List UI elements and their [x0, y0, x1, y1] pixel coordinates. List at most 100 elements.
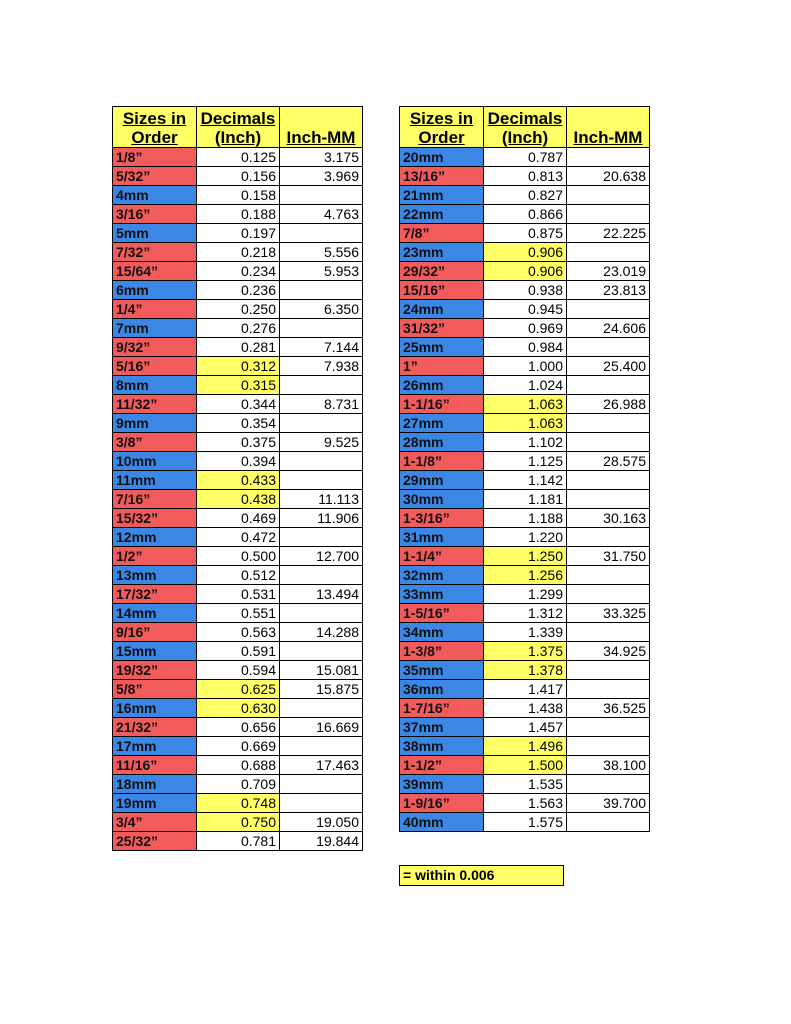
row: 15/32” 0.469 11.906 — [112, 508, 363, 528]
mm-cell: 5.556 — [279, 242, 363, 262]
mm-cell: 20.638 — [566, 166, 650, 186]
decimal-cell: 1.063 — [483, 413, 567, 433]
row: 1-7/16” 1.438 36.525 — [399, 698, 650, 718]
size-cell: 20mm — [399, 147, 484, 167]
decimal-cell: 0.984 — [483, 337, 567, 357]
mm-cell — [279, 185, 363, 205]
size-cell: 1/8” — [112, 147, 197, 167]
decimal-cell: 0.551 — [196, 603, 280, 623]
size-cell: 1-7/16” — [399, 698, 484, 718]
mm-cell: 31.750 — [566, 546, 650, 566]
decimal-cell: 1.563 — [483, 793, 567, 813]
size-cell: 3/8” — [112, 432, 197, 452]
size-cell: 39mm — [399, 774, 484, 794]
size-cell: 11/16” — [112, 755, 197, 775]
mm-cell — [566, 679, 650, 699]
size-cell: 29mm — [399, 470, 484, 490]
row: 1-1/4” 1.250 31.750 — [399, 546, 650, 566]
size-cell: 13mm — [112, 565, 197, 585]
mm-cell — [279, 641, 363, 661]
row: 23mm 0.906 — [399, 242, 650, 262]
size-cell: 28mm — [399, 432, 484, 452]
row: 38mm 1.496 — [399, 736, 650, 756]
row: 6mm 0.236 — [112, 280, 363, 300]
mm-cell: 5.953 — [279, 261, 363, 281]
size-cell: 1-1/4” — [399, 546, 484, 566]
row: 7mm 0.276 — [112, 318, 363, 338]
mm-cell — [566, 432, 650, 452]
mm-cell — [566, 185, 650, 205]
row: 7/8” 0.875 22.225 — [399, 223, 650, 243]
row: 29/32” 0.906 23.019 — [399, 261, 650, 281]
decimal-cell: 0.945 — [483, 299, 567, 319]
decimal-cell: 1.438 — [483, 698, 567, 718]
decimal-cell: 0.969 — [483, 318, 567, 338]
decimal-cell: 1.339 — [483, 622, 567, 642]
mm-cell: 3.175 — [279, 147, 363, 167]
mm-cell — [279, 527, 363, 547]
row: 40mm 1.575 — [399, 812, 650, 832]
row: 19/32” 0.594 15.081 — [112, 660, 363, 680]
size-cell: 9/16” — [112, 622, 197, 642]
row: 27mm 1.063 — [399, 413, 650, 433]
row: 3/8” 0.375 9.525 — [112, 432, 363, 452]
size-cell: 9/32” — [112, 337, 197, 357]
mm-cell — [566, 242, 650, 262]
size-cell: 15mm — [112, 641, 197, 661]
size-cell: 23mm — [399, 242, 484, 262]
header-cell: Sizes in Order — [112, 106, 197, 148]
row: 34mm 1.339 — [399, 622, 650, 642]
mm-cell: 24.606 — [566, 318, 650, 338]
decimal-cell: 0.125 — [196, 147, 280, 167]
row: 37mm 1.457 — [399, 717, 650, 737]
mm-cell: 13.494 — [279, 584, 363, 604]
size-table: Sizes in Order Decimals (Inch) Inch-MM 1/8”… — [112, 106, 363, 851]
decimal-cell: 0.469 — [196, 508, 280, 528]
decimal-cell: 0.433 — [196, 470, 280, 490]
decimal-cell: 1.000 — [483, 356, 567, 376]
row: 14mm 0.551 — [112, 603, 363, 623]
decimal-cell: 1.063 — [483, 394, 567, 414]
decimal-cell: 1.417 — [483, 679, 567, 699]
mm-cell: 15.875 — [279, 679, 363, 699]
row: 1-1/8” 1.125 28.575 — [399, 451, 650, 471]
decimal-cell: 1.535 — [483, 774, 567, 794]
decimal-cell: 0.750 — [196, 812, 280, 832]
decimal-cell: 0.394 — [196, 451, 280, 471]
decimal-cell: 0.315 — [196, 375, 280, 395]
size-cell: 22mm — [399, 204, 484, 224]
size-cell: 24mm — [399, 299, 484, 319]
mm-cell — [566, 413, 650, 433]
mm-cell — [566, 470, 650, 490]
decimal-cell: 0.472 — [196, 527, 280, 547]
decimal-cell: 1.299 — [483, 584, 567, 604]
row: 17/32” 0.531 13.494 — [112, 584, 363, 604]
decimal-cell: 0.630 — [196, 698, 280, 718]
mm-cell: 23.019 — [566, 261, 650, 281]
decimal-cell: 0.781 — [196, 831, 280, 851]
header-cell: Inch-MM — [566, 106, 650, 148]
size-cell: 1-9/16” — [399, 793, 484, 813]
mm-cell: 3.969 — [279, 166, 363, 186]
decimal-cell: 1.378 — [483, 660, 567, 680]
mm-cell — [566, 489, 650, 509]
size-cell: 34mm — [399, 622, 484, 642]
mm-cell: 11.113 — [279, 489, 363, 509]
decimal-cell: 0.156 — [196, 166, 280, 186]
mm-cell — [566, 375, 650, 395]
decimal-cell: 1.312 — [483, 603, 567, 623]
size-cell: 7/32” — [112, 242, 197, 262]
mm-cell — [566, 527, 650, 547]
mm-cell — [279, 451, 363, 471]
decimal-cell: 0.906 — [483, 242, 567, 262]
decimal-cell: 0.354 — [196, 413, 280, 433]
mm-cell — [566, 812, 650, 832]
mm-cell — [566, 299, 650, 319]
decimal-cell: 1.575 — [483, 812, 567, 832]
header-row: Sizes in Order Decimals (Inch) Inch-MM — [399, 106, 650, 148]
decimal-cell: 0.906 — [483, 261, 567, 281]
decimal-cell: 0.375 — [196, 432, 280, 452]
size-cell: 1-3/16” — [399, 508, 484, 528]
mm-cell — [279, 698, 363, 718]
mm-cell — [279, 793, 363, 813]
